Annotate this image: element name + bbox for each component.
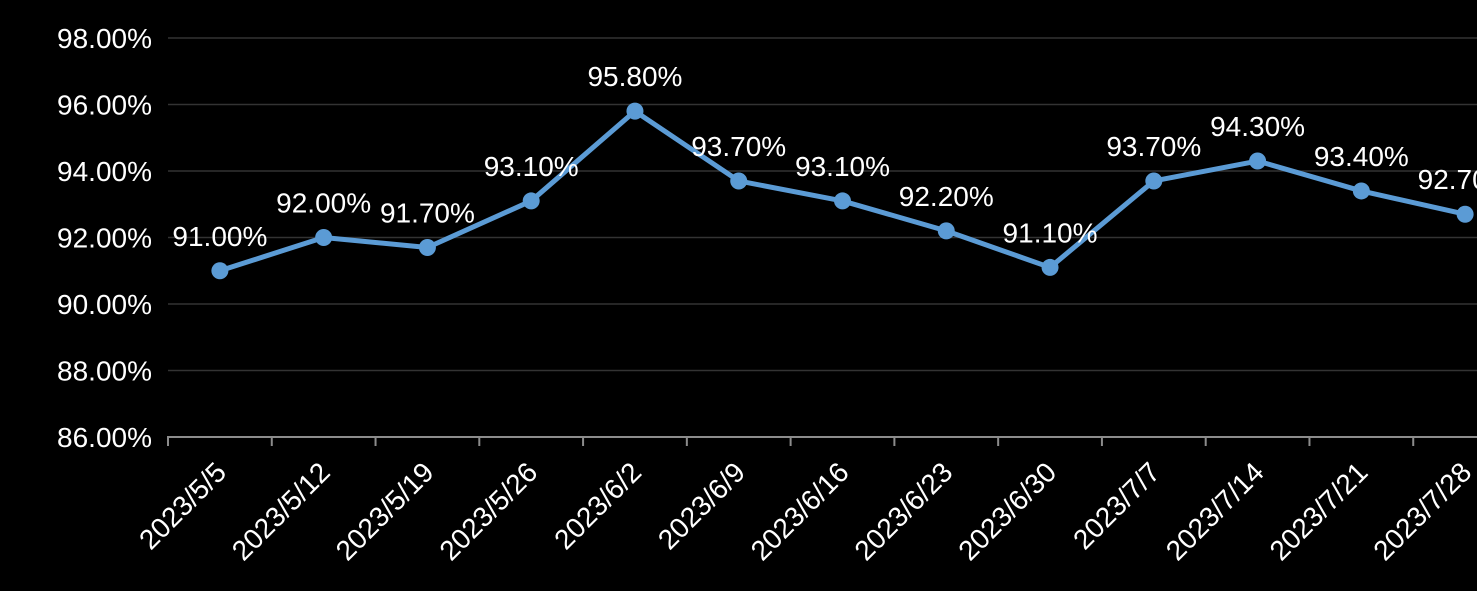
data-point-marker	[418, 238, 436, 256]
data-point-label: 92.00%	[276, 188, 371, 219]
data-point-label: 91.00%	[172, 221, 267, 252]
y-axis-tick-label: 92.00%	[57, 223, 152, 254]
data-point-marker	[1145, 172, 1163, 190]
data-point-marker	[937, 222, 955, 240]
data-point-label: 91.70%	[380, 197, 475, 228]
data-point-marker	[730, 172, 748, 190]
line-chart-canvas: 86.00% 88.00% 90.00% 92.00% 94.00% 96.00% 98.0…	[40, 16, 1477, 591]
data-point-marker	[834, 192, 851, 210]
data-point-label: 93.70%	[1106, 131, 1201, 162]
data-point-label: 93.40%	[1314, 141, 1409, 172]
y-axis-tick-label: 96.00%	[57, 90, 152, 121]
data-point-label: 92.20%	[899, 181, 994, 212]
data-point-marker	[626, 102, 644, 120]
data-point-marker	[1352, 182, 1370, 200]
y-axis-tick-label: 98.00%	[57, 23, 152, 54]
data-point-label: 94.30%	[1210, 111, 1305, 142]
percentage-trend-line-chart: 86.00% 88.00% 90.00% 92.00% 94.00% 96.00% 98.0…	[40, 16, 1477, 591]
data-point-label: 93.10%	[484, 151, 579, 182]
data-point-marker	[1249, 152, 1267, 170]
data-point-marker	[211, 262, 229, 280]
y-axis-tick-label: 90.00%	[57, 289, 152, 320]
data-point-label: 91.10%	[1003, 217, 1098, 248]
data-point-label: 95.80%	[587, 61, 682, 92]
data-point-label: 92.70%	[1418, 164, 1477, 195]
y-axis-tick-label: 86.00%	[57, 422, 152, 453]
data-point-marker	[1041, 258, 1059, 276]
data-point-label: 93.70%	[691, 131, 786, 162]
y-axis-tick-label: 88.00%	[57, 356, 152, 387]
data-point-marker	[1456, 205, 1474, 223]
data-point-label: 93.10%	[795, 151, 890, 182]
data-point-marker	[522, 192, 540, 210]
data-point-marker	[315, 229, 333, 246]
y-axis-tick-label: 94.00%	[57, 156, 152, 187]
